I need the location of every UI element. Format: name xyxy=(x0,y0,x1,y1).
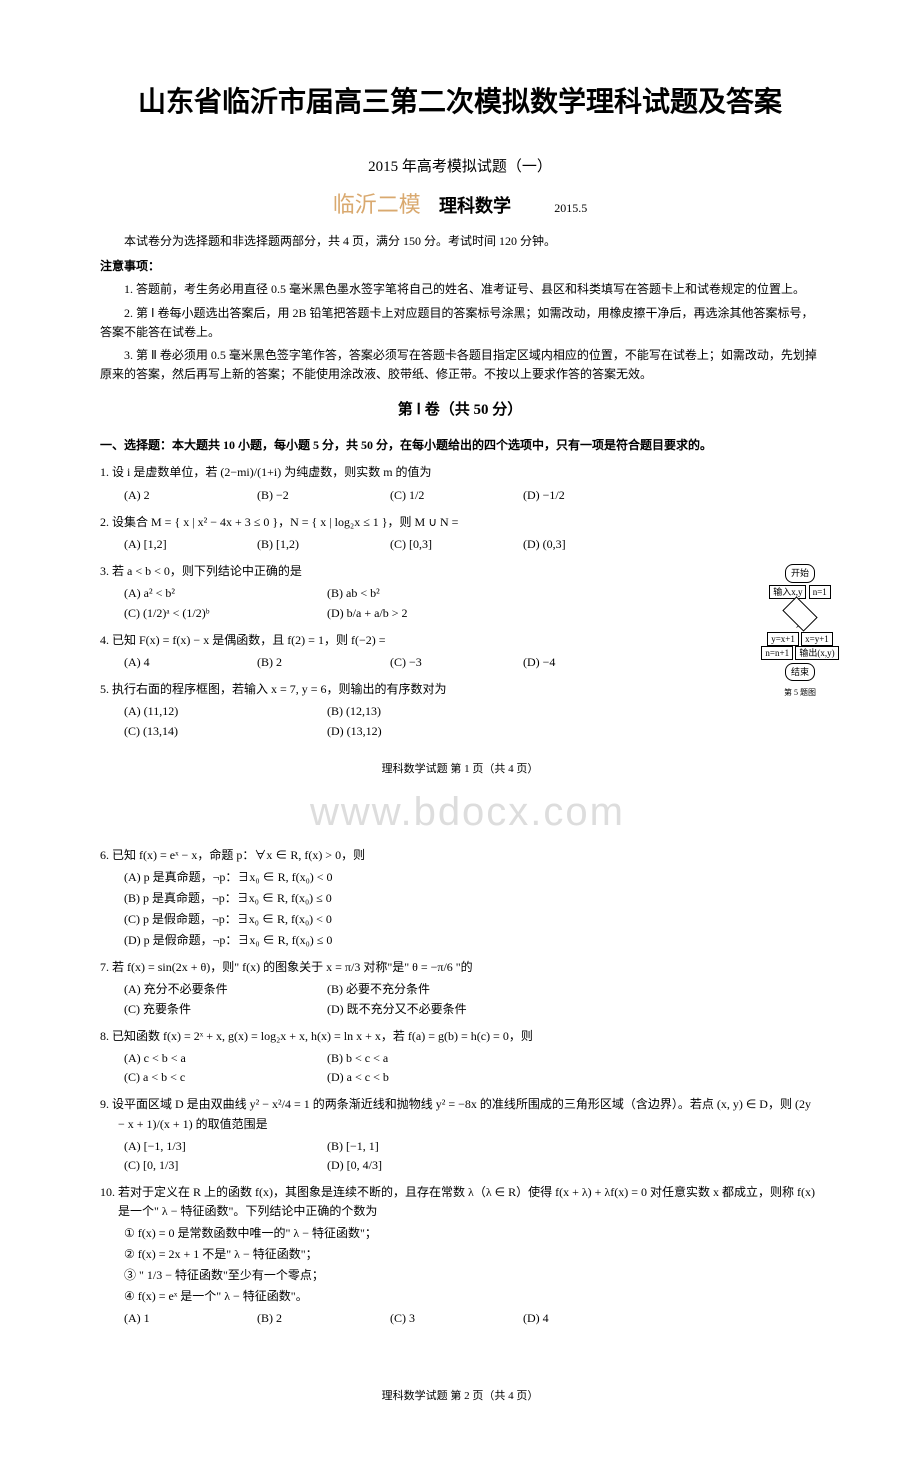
q6-opt-b: (B) p 是真命题，¬p：∃x₀ ∈ R, f(x₀) ≤ 0 xyxy=(124,889,820,908)
q9-opt-c: (C) [0, 1/3] xyxy=(124,1156,324,1175)
q4-text: 4. 已知 F(x) = f(x) − x 是偶函数，且 f(2) = 1，则 … xyxy=(118,631,820,650)
q2-opt-d: (D) (0,3] xyxy=(523,535,653,554)
q2-opt-c: (C) [0,3] xyxy=(390,535,520,554)
exam-title-row: 临沂二模 理科数学 2015.5 xyxy=(60,187,860,222)
q3-opt-a: (A) a² < b² xyxy=(124,584,324,603)
section-1-title: 第 Ⅰ 卷（共 50 分） xyxy=(60,398,860,422)
q3-opt-c: (C) (1/2)ᵃ < (1/2)ᵇ xyxy=(124,604,324,623)
q7-opt-d: (D) 既不充分又不必要条件 xyxy=(327,1000,527,1019)
q10-item-3: ③ " 1/3 − 特征函数"至少有一个零点； xyxy=(124,1266,820,1285)
q5-opt-a: (A) (11,12) xyxy=(124,702,324,721)
page-2-footer: 理科数学试题 第 2 页（共 4 页） xyxy=(60,1388,860,1406)
q4-opt-a: (A) 4 xyxy=(124,653,254,672)
q6-opt-a: (A) p 是真命题，¬p：∃x₀ ∈ R, f(x₀) < 0 xyxy=(124,868,820,887)
q10-text: 10. 若对于定义在 R 上的函数 f(x)，其图象是连续不断的，且存在常数 λ… xyxy=(118,1183,820,1221)
q2-opt-b: (B) [1,2) xyxy=(257,535,387,554)
exam-header: 2015 年高考模拟试题（一） 临沂二模 理科数学 2015.5 xyxy=(60,155,860,222)
q8-opt-a: (A) c < b < a xyxy=(124,1049,324,1068)
q8-text: 8. 已知函数 f(x) = 2ˣ + x, g(x) = log₂x + x,… xyxy=(118,1027,820,1046)
q1-opt-d: (D) −1/2 xyxy=(523,486,653,505)
fc-start: 开始 xyxy=(785,564,815,582)
q8-opt-d: (D) a < c < b xyxy=(327,1068,527,1087)
question-5: 5. 执行右面的程序框图，若输入 x = 7, y = 6，则输出的有序数对为 … xyxy=(100,680,820,741)
q5-opt-b: (B) (12,13) xyxy=(327,702,527,721)
page-1-footer: 理科数学试题 第 1 页（共 4 页） xyxy=(60,761,860,779)
q1-opt-c: (C) 1/2 xyxy=(390,486,520,505)
fc-init: n=1 xyxy=(809,585,831,599)
page-title: 山东省临沂市届高三第二次模拟数学理科试题及答案 xyxy=(60,80,860,125)
q8-opt-c: (C) a < b < c xyxy=(124,1068,324,1087)
question-8: 8. 已知函数 f(x) = 2ˣ + x, g(x) = log₂x + x,… xyxy=(100,1027,820,1088)
q10-item-2: ② f(x) = 2x + 1 不是" λ − 特征函数"； xyxy=(124,1245,820,1264)
q10-opt-a: (A) 1 xyxy=(124,1309,254,1328)
q9-opt-a: (A) [−1, 1/3] xyxy=(124,1137,324,1156)
question-3: 3. 若 a < b < 0，则下列结论中正确的是 (A) a² < b² (B… xyxy=(100,562,820,623)
q6-opt-d: (D) p 是假命题，¬p：∃x₀ ∈ R, f(x₀) ≤ 0 xyxy=(124,931,820,950)
question-2: 2. 设集合 M = { x | x² − 4x + 3 ≤ 0 }，N = {… xyxy=(100,513,820,554)
q1-opt-a: (A) 2 xyxy=(124,486,254,505)
exam-subject: 理科数学 xyxy=(439,192,511,221)
question-9: 9. 设平面区域 D 是由双曲线 y² − x²/4 = 1 的两条渐近线和抛物… xyxy=(100,1095,820,1175)
exam-source: 临沂二模 xyxy=(333,187,421,222)
question-7: 7. 若 f(x) = sin(2x + θ)，则" f(x) 的图象关于 x … xyxy=(100,958,820,1019)
q10-item-1: ① f(x) = 0 是常数函数中唯一的" λ − 特征函数"； xyxy=(124,1224,820,1243)
q10-opt-d: (D) 4 xyxy=(523,1309,653,1328)
exam-date: 2015.5 xyxy=(554,201,587,215)
question-1: 1. 设 i 是虚数单位，若 (2−mi)/(1+i) 为纯虚数，则实数 m 的… xyxy=(100,463,820,504)
q7-opt-c: (C) 充要条件 xyxy=(124,1000,324,1019)
question-4: 4. 已知 F(x) = f(x) − x 是偶函数，且 f(2) = 1，则 … xyxy=(100,631,820,672)
q7-text: 7. 若 f(x) = sin(2x + θ)，则" f(x) 的图象关于 x … xyxy=(118,958,820,977)
q6-text: 6. 已知 f(x) = eˣ − x，命题 p：∀x ∈ R, f(x) > … xyxy=(118,846,820,865)
q6-opt-c: (C) p 是假命题，¬p：∃x₀ ∈ R, f(x₀) < 0 xyxy=(124,910,820,929)
notice-item: 2. 第 Ⅰ 卷每小题选出答案后，用 2B 铅笔把答题卡上对应题目的答案标号涂黑… xyxy=(100,304,820,342)
question-6: 6. 已知 f(x) = eˣ − x，命题 p：∀x ∈ R, f(x) > … xyxy=(100,846,820,950)
q10-opt-c: (C) 3 xyxy=(390,1309,520,1328)
q5-opt-c: (C) (13,14) xyxy=(124,722,324,741)
q5-opt-d: (D) (13,12) xyxy=(327,722,527,741)
q3-text: 3. 若 a < b < 0，则下列结论中正确的是 xyxy=(118,562,820,581)
exam-intro: 本试卷分为选择题和非选择题两部分，共 4 页，满分 150 分。考试时间 120… xyxy=(100,232,820,251)
q2-opt-a: (A) [1,2] xyxy=(124,535,254,554)
q8-opt-b: (B) b < c < a xyxy=(327,1049,527,1068)
q4-opt-d: (D) −4 xyxy=(523,653,653,672)
exam-year: 2015 年高考模拟试题（一） xyxy=(60,155,860,179)
q7-opt-a: (A) 充分不必要条件 xyxy=(124,980,324,999)
q1-opt-b: (B) −2 xyxy=(257,486,387,505)
question-10: 10. 若对于定义在 R 上的函数 f(x)，其图象是连续不断的，且存在常数 λ… xyxy=(100,1183,820,1328)
notice-title: 注意事项： xyxy=(100,257,820,276)
q10-opt-b: (B) 2 xyxy=(257,1309,387,1328)
q1-text: 1. 设 i 是虚数单位，若 (2−mi)/(1+i) 为纯虚数，则实数 m 的… xyxy=(118,463,820,482)
fc-input: 输入x,y xyxy=(769,585,806,599)
q2-text: 2. 设集合 M = { x | x² − 4x + 3 ≤ 0 }，N = {… xyxy=(118,513,820,532)
q5-text: 5. 执行右面的程序框图，若输入 x = 7, y = 6，则输出的有序数对为 xyxy=(118,680,820,699)
section-1-desc: 一、选择题：本大题共 10 小题，每小题 5 分，共 50 分，在每小题给出的四… xyxy=(100,436,820,455)
q4-opt-b: (B) 2 xyxy=(257,653,387,672)
q3-opt-b: (B) ab < b² xyxy=(327,584,527,603)
notice-item: 1. 答题前，考生务必用直径 0.5 毫米黑色墨水签字笔将自己的姓名、准考证号、… xyxy=(100,280,820,299)
q9-opt-b: (B) [−1, 1] xyxy=(327,1137,527,1156)
q4-opt-c: (C) −3 xyxy=(390,653,520,672)
q10-item-4: ④ f(x) = eˣ 是一个" λ − 特征函数"。 xyxy=(124,1287,820,1306)
q9-opt-d: (D) [0, 4/3] xyxy=(327,1156,527,1175)
q3-opt-d: (D) b/a + a/b > 2 xyxy=(327,604,527,623)
q7-opt-b: (B) 必要不充分条件 xyxy=(327,980,527,999)
notice-item: 3. 第 Ⅱ 卷必须用 0.5 毫米黑色签字笔作答，答案必须写在答题卡各题目指定… xyxy=(100,346,820,384)
q9-text: 9. 设平面区域 D 是由双曲线 y² − x²/4 = 1 的两条渐近线和抛物… xyxy=(118,1095,820,1133)
